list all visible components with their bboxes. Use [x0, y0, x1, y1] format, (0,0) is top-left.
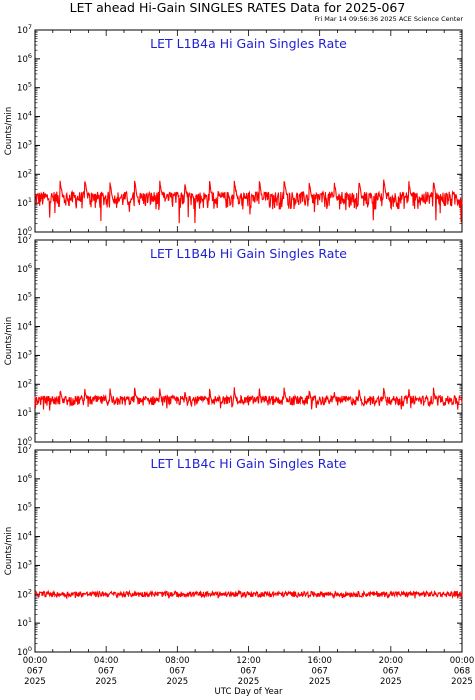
x-tick-label: 12:00	[236, 656, 261, 666]
series-line	[34, 179, 463, 224]
y-tick-label: 100	[17, 435, 32, 448]
y-tick-label: 107	[17, 23, 32, 36]
x-tick-label: 067	[312, 667, 328, 677]
x-tick-label: 2025	[95, 677, 117, 687]
x-tick-label: 067	[383, 667, 399, 677]
x-tick-label: 08:00	[165, 656, 190, 666]
y-tick-label: 102	[17, 587, 32, 600]
x-axis-label: UTC Day of Year	[215, 687, 283, 697]
y-tick-label: 104	[17, 530, 32, 543]
panel-2: 100 101 102 103 104 105 106 107 Counts/min LET L1…	[4, 233, 463, 448]
y-tick-label: 102	[17, 167, 32, 180]
y-tick-label: 103	[17, 138, 32, 151]
y-axis-label: Counts/min	[4, 527, 14, 576]
x-tick-label: 067	[169, 667, 185, 677]
panel-title: LET L1B4c Hi Gain Singles Rate	[151, 456, 347, 471]
y-tick-label: 102	[17, 377, 32, 390]
y-tick-label: 105	[17, 81, 32, 94]
x-tick-label: 2025	[238, 677, 260, 687]
timestamp: Fri Mar 14 09:56:36 2025 ACE Science Cen…	[314, 15, 463, 23]
panel-title: LET L1B4b Hi Gain Singles Rate	[150, 246, 347, 261]
x-tick-label: 067	[98, 667, 114, 677]
y-tick-label: 100	[17, 225, 32, 238]
y-tick-label: 100	[17, 645, 32, 658]
y-tick-label: 101	[17, 406, 32, 419]
y-axis-label: Counts/min	[4, 107, 14, 156]
series-line	[34, 589, 463, 600]
y-axis-label: Counts/min	[4, 317, 14, 366]
panel-1: 100 101 102 103 104 105 106 107 Counts/min LET L1…	[4, 23, 463, 238]
y-tick-label: 105	[17, 501, 32, 514]
y-tick-label: 107	[17, 233, 32, 246]
series-line	[34, 387, 463, 411]
x-tick-label: 2025	[451, 677, 473, 687]
y-tick-label: 103	[17, 558, 32, 571]
x-tick-label: 2025	[167, 677, 189, 687]
x-tick-label: 067	[27, 667, 43, 677]
x-tick-label: 20:00	[379, 656, 404, 666]
x-tick-label: 04:00	[94, 656, 119, 666]
panel-frame	[34, 239, 463, 443]
x-tick-label: 00:00	[23, 656, 48, 666]
x-tick-label: 16:00	[307, 656, 332, 666]
y-tick-label: 106	[17, 262, 32, 275]
x-tick-label: 2025	[380, 677, 402, 687]
y-tick-label: 103	[17, 348, 32, 361]
figure-title: LET ahead Hi-Gain SINGLES RATES Data for…	[69, 0, 406, 15]
panel-frame	[34, 449, 463, 653]
y-tick-label: 107	[17, 443, 32, 456]
x-tick-label: 00:00	[450, 656, 475, 666]
x-tick-label: 068	[454, 667, 470, 677]
panel-title: LET L1B4a Hi Gain Singles Rate	[150, 36, 347, 51]
y-tick-label: 104	[17, 110, 32, 123]
y-tick-label: 106	[17, 52, 32, 65]
y-tick-label: 105	[17, 291, 32, 304]
x-tick-label: 067	[240, 667, 256, 677]
x-tick-label: 2025	[24, 677, 46, 687]
x-tick-label: 2025	[309, 677, 331, 687]
y-tick-label: 101	[17, 196, 32, 209]
y-tick-label: 104	[17, 320, 32, 333]
panel-3: 100 101 102 103 104 105 106 107 Counts/min LET L1…	[4, 443, 474, 697]
y-tick-label: 106	[17, 472, 32, 485]
y-tick-label: 101	[17, 616, 32, 629]
